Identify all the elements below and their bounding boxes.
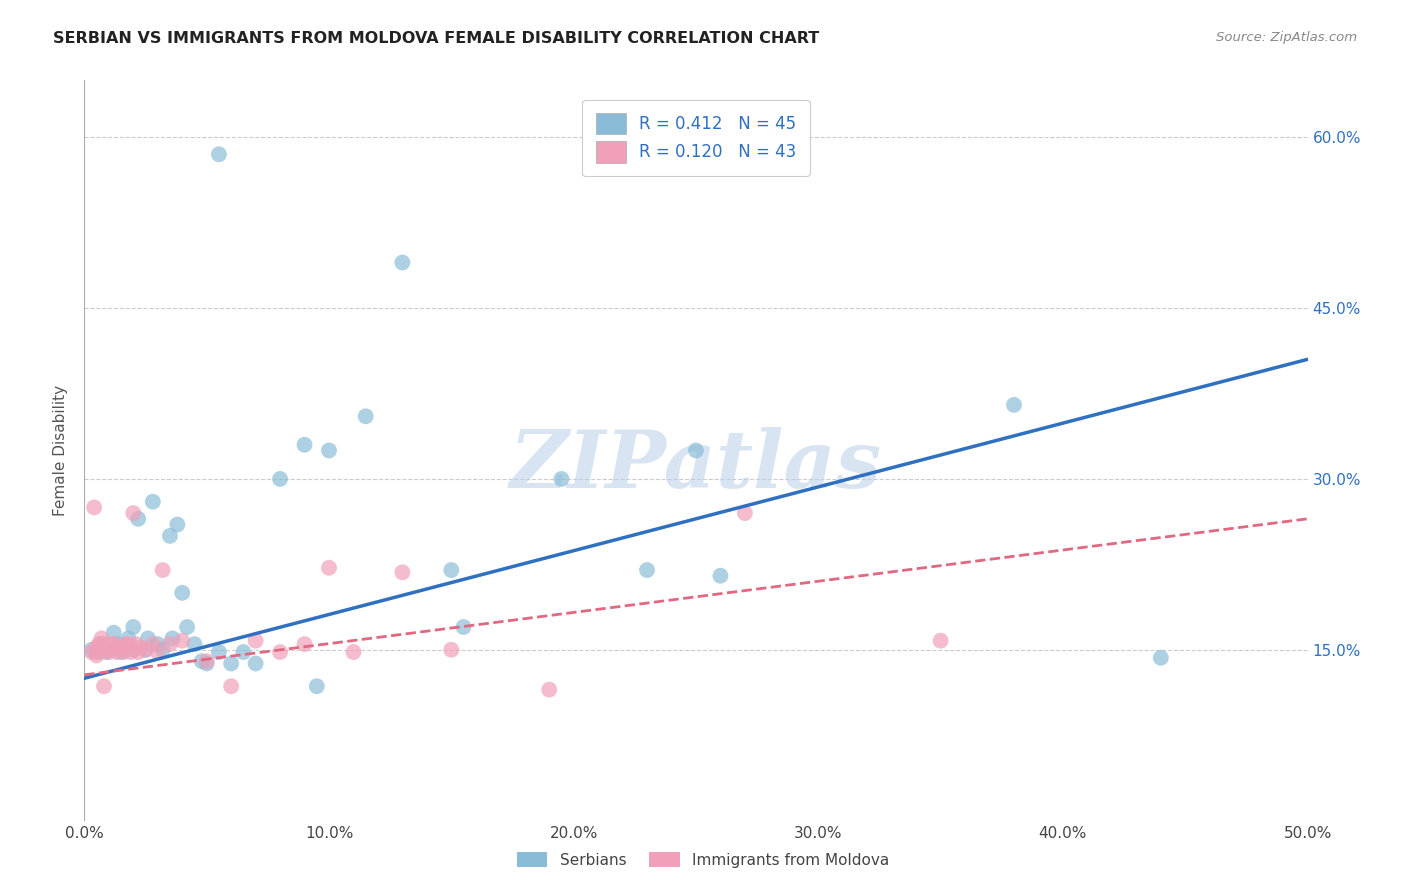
Point	[129, 640, 152, 655]
Text: SERBIAN VS IMMIGRANTS FROM MOLDOVA FEMALE DISABILITY CORRELATION CHART: SERBIAN VS IMMIGRANTS FROM MOLDOVA FEMAL…	[53, 31, 820, 46]
Point	[159, 529, 181, 543]
Point	[219, 657, 242, 671]
Point	[152, 642, 174, 657]
Point	[117, 637, 139, 651]
Point	[90, 632, 112, 646]
Point	[117, 632, 139, 646]
Point	[734, 506, 756, 520]
Point	[232, 645, 254, 659]
Point	[142, 637, 165, 651]
Point	[120, 645, 142, 659]
Point	[86, 645, 108, 659]
Point	[105, 645, 128, 659]
Point	[135, 642, 157, 657]
Point	[172, 586, 194, 600]
Point	[93, 679, 115, 693]
Point	[269, 645, 291, 659]
Point	[929, 633, 952, 648]
Point	[245, 633, 267, 648]
Point	[354, 409, 377, 424]
Point	[318, 561, 340, 575]
Point	[195, 654, 218, 668]
Point	[86, 640, 108, 655]
Point	[709, 568, 731, 582]
Point	[103, 637, 125, 651]
Point	[342, 645, 364, 659]
Point	[685, 443, 707, 458]
Point	[142, 494, 165, 508]
Point	[103, 625, 125, 640]
Point	[122, 620, 145, 634]
Point	[219, 679, 242, 693]
Point	[172, 633, 194, 648]
Point	[83, 500, 105, 515]
Point	[122, 506, 145, 520]
Point	[127, 512, 149, 526]
Point	[110, 640, 132, 655]
Legend: R = 0.412   N = 45, R = 0.120   N = 43: R = 0.412 N = 45, R = 0.120 N = 43	[582, 100, 810, 176]
Point	[440, 642, 463, 657]
Point	[636, 563, 658, 577]
Point	[115, 637, 138, 651]
Point	[96, 645, 118, 659]
Point	[125, 637, 148, 651]
Point	[453, 620, 475, 634]
Y-axis label: Female Disability: Female Disability	[53, 384, 69, 516]
Legend: Serbians, Immigrants from Moldova: Serbians, Immigrants from Moldova	[509, 844, 897, 875]
Point	[96, 642, 118, 657]
Point	[294, 637, 316, 651]
Point	[208, 645, 231, 659]
Text: ZIPatlas: ZIPatlas	[510, 426, 882, 504]
Point	[146, 645, 169, 659]
Point	[538, 682, 561, 697]
Point	[87, 637, 110, 651]
Point	[191, 654, 214, 668]
Point	[245, 657, 267, 671]
Point	[146, 637, 169, 651]
Text: Source: ZipAtlas.com: Source: ZipAtlas.com	[1216, 31, 1357, 45]
Point	[183, 637, 205, 651]
Point	[162, 632, 184, 646]
Point	[80, 642, 103, 657]
Point	[1002, 398, 1025, 412]
Point	[112, 645, 135, 659]
Point	[97, 642, 120, 657]
Point	[176, 620, 198, 634]
Point	[80, 645, 103, 659]
Point	[440, 563, 463, 577]
Point	[122, 642, 145, 657]
Point	[152, 563, 174, 577]
Point	[86, 648, 108, 663]
Point	[107, 640, 129, 655]
Point	[550, 472, 572, 486]
Point	[107, 637, 129, 651]
Point	[90, 640, 112, 655]
Point	[97, 645, 120, 659]
Point	[159, 637, 181, 651]
Point	[135, 642, 157, 657]
Point	[90, 637, 112, 651]
Point	[305, 679, 328, 693]
Point	[112, 642, 135, 657]
Point	[1150, 650, 1173, 665]
Point	[136, 632, 159, 646]
Point	[269, 472, 291, 486]
Point	[294, 438, 316, 452]
Point	[318, 443, 340, 458]
Point	[391, 255, 413, 269]
Point	[391, 566, 413, 580]
Point	[100, 637, 122, 651]
Point	[166, 517, 188, 532]
Point	[93, 637, 115, 651]
Point	[195, 657, 218, 671]
Point	[208, 147, 231, 161]
Point	[110, 645, 132, 659]
Point	[87, 645, 110, 659]
Point	[127, 645, 149, 659]
